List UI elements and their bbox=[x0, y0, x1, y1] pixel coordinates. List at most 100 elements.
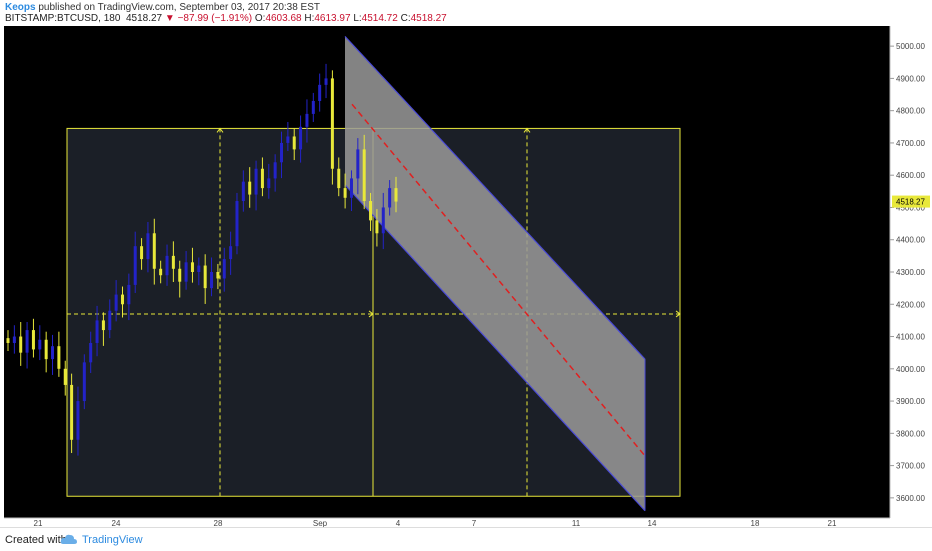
time-tick-label: 24 bbox=[112, 519, 121, 528]
time-tick-label: 28 bbox=[214, 519, 223, 528]
last-price-label: 4518.27 bbox=[896, 198, 925, 207]
candle-body bbox=[133, 246, 137, 285]
price-tick-label: 5000.00 bbox=[896, 42, 925, 51]
candle-body bbox=[140, 246, 144, 260]
candle-body bbox=[197, 265, 201, 272]
candle-body bbox=[369, 201, 373, 221]
candle-body bbox=[337, 168, 341, 189]
candle-body bbox=[267, 178, 271, 189]
price-tick-label: 3900.00 bbox=[896, 397, 925, 406]
candle-body bbox=[356, 149, 360, 179]
price-tick-label: 4200.00 bbox=[896, 300, 925, 309]
price-tick-label: 4900.00 bbox=[896, 74, 925, 83]
time-tick-label: 21 bbox=[34, 519, 43, 528]
candle-body bbox=[76, 401, 80, 440]
candle-body bbox=[318, 84, 322, 101]
candle-body bbox=[6, 338, 10, 343]
publish-text: published on TradingView.com, September … bbox=[38, 2, 321, 13]
time-tick-label: 14 bbox=[648, 519, 657, 528]
box-arrow-icon bbox=[368, 310, 374, 318]
price-tick-label: 4600.00 bbox=[896, 171, 925, 180]
symbol-info: BITSTAMP:BTCUSD, 180 4518.27 ▼ −87.99 (−… bbox=[5, 13, 447, 24]
close-value: 4518.27 bbox=[410, 13, 447, 24]
candle-body bbox=[19, 336, 23, 353]
price-axis-panel bbox=[890, 26, 932, 518]
candle-body bbox=[343, 188, 347, 198]
candle-body bbox=[184, 262, 188, 282]
candle-body bbox=[101, 320, 105, 331]
channel-lower-line bbox=[344, 184, 646, 512]
price-tick-label: 3600.00 bbox=[896, 494, 925, 503]
candle-body bbox=[299, 126, 303, 150]
candle-body bbox=[178, 268, 182, 282]
candle-body bbox=[235, 201, 239, 247]
candle-body bbox=[165, 255, 169, 276]
candle-body bbox=[388, 188, 392, 208]
candle-body bbox=[57, 346, 61, 369]
candle-body bbox=[114, 294, 118, 311]
tradingview-brand-link[interactable]: TradingView bbox=[82, 534, 143, 546]
price-tick-label: 4100.00 bbox=[896, 333, 925, 342]
time-tick-label: 7 bbox=[472, 519, 477, 528]
candle-body bbox=[375, 220, 379, 234]
candle-body bbox=[280, 142, 284, 163]
candle-body bbox=[95, 320, 99, 343]
price-tick-label: 4300.00 bbox=[896, 268, 925, 277]
candle-body bbox=[305, 113, 309, 127]
open-label: O: bbox=[254, 13, 266, 24]
high-label: H: bbox=[304, 13, 315, 24]
open-value: 4603.68 bbox=[265, 13, 302, 24]
channel-median-line bbox=[351, 103, 646, 457]
chart-header: Keops published on TradingView.com, Sept… bbox=[0, 0, 932, 26]
time-axis-panel bbox=[4, 518, 890, 527]
candle-body bbox=[108, 310, 112, 331]
high-value: 4613.97 bbox=[314, 13, 351, 24]
candle-body bbox=[190, 262, 194, 272]
price-tick-label: 4000.00 bbox=[896, 365, 925, 374]
low-value: 4514.72 bbox=[361, 13, 398, 24]
candle-body bbox=[38, 339, 42, 350]
change-arrow-icon: ▼ bbox=[164, 13, 175, 24]
candle-body bbox=[330, 78, 334, 169]
candle-body bbox=[229, 246, 233, 260]
candle-body bbox=[210, 272, 214, 289]
candle-body bbox=[203, 265, 207, 289]
box-arrow-icon bbox=[523, 127, 531, 133]
author-link[interactable]: Keops bbox=[5, 2, 36, 13]
candle-body bbox=[171, 255, 175, 269]
parallel-channel-fill bbox=[345, 36, 645, 511]
publish-info: Keops published on TradingView.com, Sept… bbox=[5, 2, 320, 13]
candle-body bbox=[273, 162, 277, 179]
box-arrow-icon bbox=[675, 310, 681, 318]
candle-body bbox=[286, 136, 290, 143]
candle-body bbox=[248, 181, 252, 195]
candle-body bbox=[362, 149, 366, 202]
symbol-label[interactable]: BITSTAMP:BTCUSD, 180 bbox=[5, 13, 121, 24]
candle-body bbox=[216, 272, 220, 279]
time-tick-label: 4 bbox=[396, 519, 401, 528]
created-with-text: Created with bbox=[5, 534, 67, 546]
candle-body bbox=[159, 268, 163, 276]
price-tick-label: 4400.00 bbox=[896, 236, 925, 245]
candle-body bbox=[254, 168, 258, 195]
candle-body bbox=[292, 136, 296, 150]
low-label: L: bbox=[353, 13, 362, 24]
candle-body bbox=[152, 233, 156, 269]
candle-body bbox=[51, 346, 55, 360]
candle-body bbox=[82, 362, 86, 402]
candle-body bbox=[12, 336, 16, 343]
candle-body bbox=[311, 100, 315, 114]
candle-body bbox=[260, 168, 264, 189]
price-tick-label: 3800.00 bbox=[896, 429, 925, 438]
price-tick-label: 3700.00 bbox=[896, 462, 925, 471]
candle-body bbox=[44, 339, 48, 360]
time-tick-label: 11 bbox=[572, 519, 581, 528]
candle-body bbox=[241, 181, 245, 202]
candle-body bbox=[222, 259, 226, 279]
candle-body bbox=[89, 342, 93, 363]
candle-body bbox=[127, 284, 131, 305]
footer: Created with TradingView bbox=[0, 527, 932, 551]
time-tick-label: Sep bbox=[313, 519, 328, 528]
channel-upper-line bbox=[344, 36, 646, 360]
